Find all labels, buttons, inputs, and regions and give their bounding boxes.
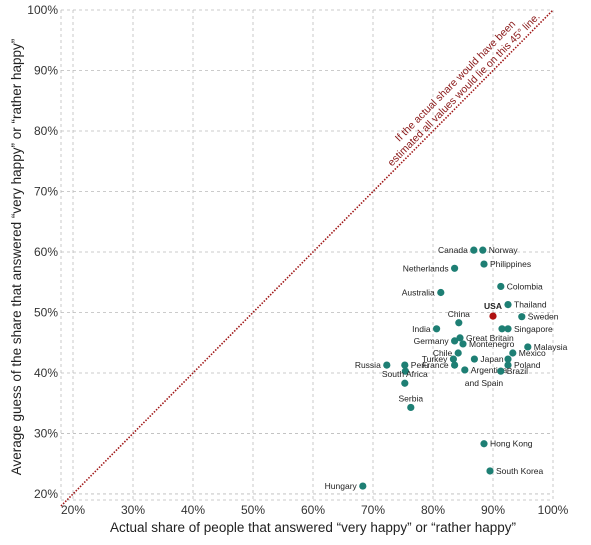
x-tick-label: 40% — [181, 503, 205, 517]
data-point — [451, 337, 459, 345]
data-point — [456, 334, 464, 342]
data-point — [407, 403, 415, 412]
data-point-label: Australia — [402, 288, 435, 298]
axis-ticks: 20% 30% 40% 50% 60% 70% 80% 90% 100% 20% 30% 40% 50%… — [27, 3, 568, 517]
data-point — [401, 361, 409, 369]
data-point-label: Peru — [411, 360, 429, 370]
data-point-label: Mexico — [519, 348, 546, 358]
data-point — [498, 325, 506, 333]
y-axis-title: Average guess of the share that answered… — [9, 39, 24, 476]
y-tick-label: 70% — [34, 184, 58, 198]
data-point-label: Singapore — [514, 324, 553, 334]
data-point — [455, 319, 463, 327]
y-tick-label: 80% — [34, 124, 58, 138]
reference-note-line2: estimated all values would lie on this 4… — [386, 11, 543, 169]
data-point — [470, 246, 478, 254]
data-point — [509, 349, 517, 357]
data-point-label: Japan — [480, 354, 503, 364]
y-tick-label: 60% — [34, 245, 58, 259]
data-point — [504, 325, 512, 333]
data-point-label: Germany — [414, 336, 450, 346]
data-points: Norway Canada Philippines Netherlands Colomb… — [325, 245, 568, 491]
y-tick-label: 90% — [34, 63, 58, 77]
data-point-label: Hungary — [325, 481, 358, 491]
data-point-label: Montenegro — [469, 339, 515, 349]
data-point — [524, 343, 532, 351]
y-tick-label: 50% — [34, 305, 58, 319]
data-point — [480, 260, 488, 268]
data-point — [480, 440, 488, 448]
data-point-label: Argentina — [471, 365, 508, 375]
data-point-label: Netherlands — [403, 263, 449, 273]
data-point-label: Turkey — [422, 354, 448, 364]
data-point-label: Thailand — [514, 300, 547, 310]
data-point-label: Brazil — [507, 366, 528, 376]
x-tick-label: 60% — [301, 503, 325, 517]
data-point-label: Philippines — [490, 259, 531, 269]
data-point — [437, 288, 445, 297]
x-tick-label: 50% — [241, 503, 265, 517]
data-point — [518, 313, 526, 321]
reference-note-line1: If the actual share would have been — [393, 18, 518, 144]
grid — [60, 9, 554, 501]
data-point — [451, 264, 459, 272]
data-point — [504, 355, 512, 363]
data-point-label: France — [422, 360, 449, 370]
data-point — [451, 361, 459, 369]
data-point-label: China — [448, 309, 470, 319]
data-point — [383, 361, 391, 369]
data-point — [497, 282, 505, 291]
data-point-label: Hong Kong — [490, 439, 533, 449]
data-point — [497, 367, 505, 375]
data-point — [470, 355, 478, 363]
data-point-label: Canada — [438, 245, 468, 255]
data-point — [504, 361, 512, 369]
x-tick-label: 100% — [538, 503, 569, 517]
x-tick-label: 80% — [421, 503, 445, 517]
data-point-label: USA — [484, 301, 502, 311]
x-tick-label: 70% — [361, 503, 385, 517]
data-point-label: South Africa — [382, 369, 428, 379]
data-point — [401, 367, 409, 375]
data-point — [459, 340, 467, 348]
y-tick-label: 20% — [34, 487, 58, 501]
data-point-label: Malaysia — [534, 342, 568, 352]
data-point-label: Colombia — [507, 281, 543, 291]
data-point — [449, 355, 457, 363]
data-point — [433, 325, 441, 333]
data-point-label: Serbia — [399, 393, 424, 403]
data-point-label: Russia — [355, 360, 381, 370]
data-point-label: India — [412, 324, 431, 334]
data-point — [401, 379, 409, 387]
reference-line — [60, 9, 554, 507]
data-point — [479, 246, 487, 254]
data-point-label: Poland — [514, 360, 541, 370]
x-tick-label: 20% — [61, 503, 85, 517]
data-point-label: Great Britain — [466, 333, 514, 343]
x-tick-label: 90% — [481, 503, 505, 517]
data-point-label: Sweden — [528, 312, 559, 322]
y-tick-label: 30% — [34, 426, 58, 440]
data-point-label: Chile — [433, 348, 453, 358]
x-axis-title: Actual share of people that answered “ve… — [110, 520, 516, 535]
data-point — [489, 312, 497, 320]
data-point — [454, 349, 462, 357]
x-tick-label: 30% — [121, 503, 145, 517]
data-point-label: and Spain — [465, 378, 504, 388]
reference-45-degree-line: If the actual share would have beenestim… — [60, 9, 554, 507]
data-point — [359, 482, 367, 490]
y-tick-label: 40% — [34, 366, 58, 380]
data-point — [486, 467, 494, 475]
data-point — [504, 301, 512, 309]
data-point-label: South Korea — [496, 466, 544, 476]
data-point-label: Norway — [489, 245, 519, 255]
data-point — [461, 366, 469, 374]
y-tick-label: 100% — [27, 3, 58, 17]
